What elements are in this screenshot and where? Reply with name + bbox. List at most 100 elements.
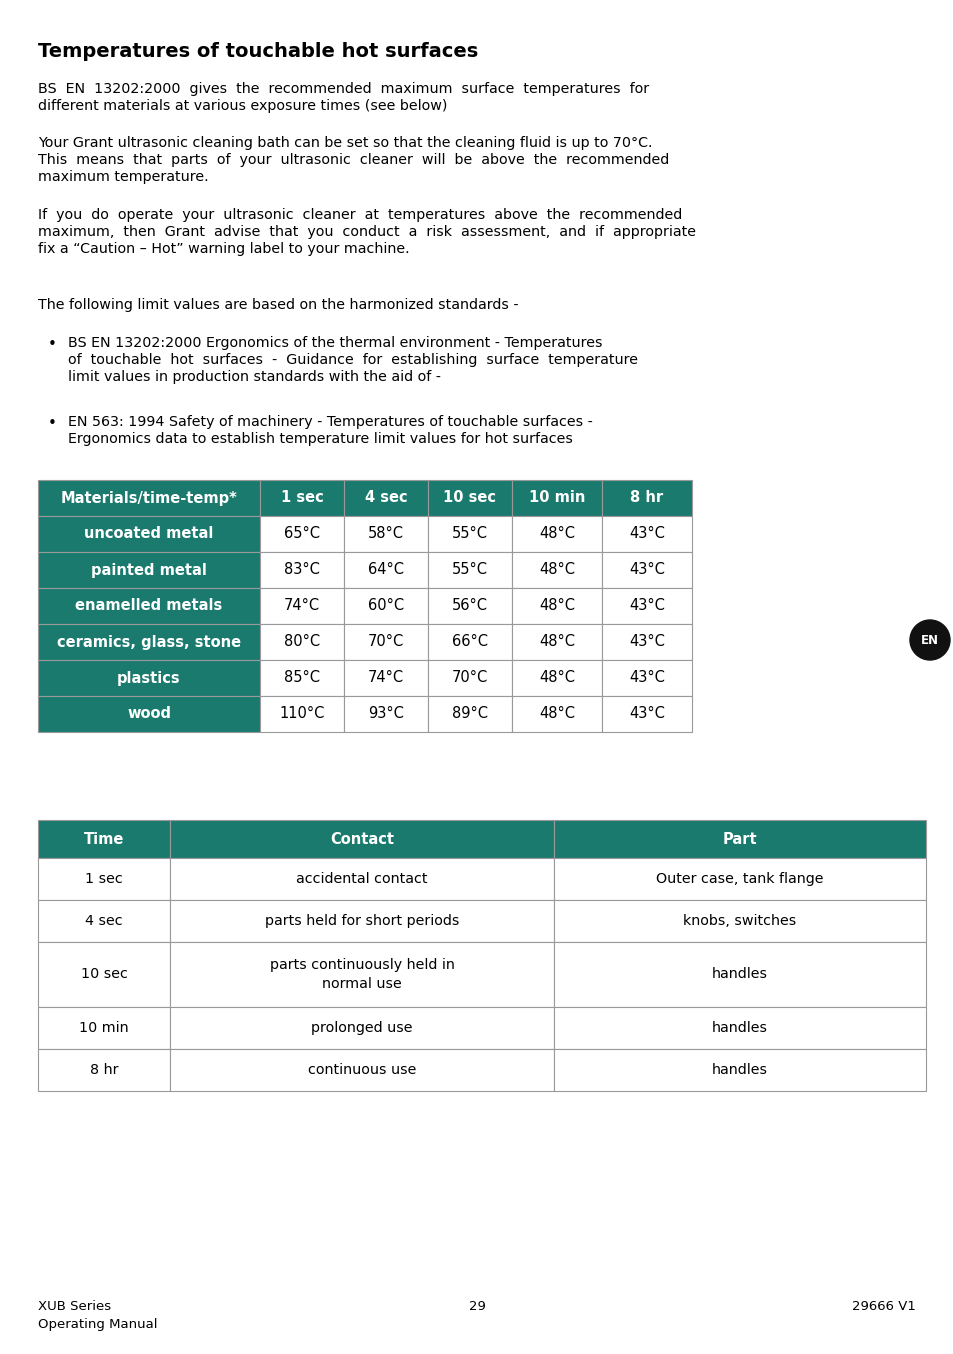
Text: 10 min: 10 min <box>528 490 584 505</box>
Bar <box>428 516 512 552</box>
Text: handles: handles <box>711 1021 767 1034</box>
Bar <box>344 588 428 624</box>
Bar <box>260 516 344 552</box>
Bar <box>601 624 691 659</box>
Text: Temperatures of touchable hot surfaces: Temperatures of touchable hot surfaces <box>38 42 477 61</box>
Bar <box>260 696 344 733</box>
Bar <box>601 588 691 624</box>
Text: of  touchable  hot  surfaces  -  Guidance  for  establishing  surface  temperatu: of touchable hot surfaces - Guidance for… <box>68 353 638 367</box>
Text: 55°C: 55°C <box>452 527 488 542</box>
Bar <box>38 516 260 552</box>
Bar <box>38 588 260 624</box>
Text: 48°C: 48°C <box>538 527 575 542</box>
Text: handles: handles <box>711 1063 767 1076</box>
Bar <box>38 821 170 858</box>
Bar <box>554 1007 925 1049</box>
Text: BS EN 13202:2000 Ergonomics of the thermal environment - Temperatures: BS EN 13202:2000 Ergonomics of the therm… <box>68 336 602 349</box>
Text: 66°C: 66°C <box>452 635 488 650</box>
Text: This  means  that  parts  of  your  ultrasonic  cleaner  will  be  above  the  r: This means that parts of your ultrasonic… <box>38 153 669 167</box>
Bar <box>428 588 512 624</box>
Text: 80°C: 80°C <box>284 635 319 650</box>
Text: 58°C: 58°C <box>368 527 403 542</box>
Text: XUB Series
Operating Manual: XUB Series Operating Manual <box>38 1300 157 1331</box>
Text: 8 hr: 8 hr <box>90 1063 118 1076</box>
Bar <box>38 1007 170 1049</box>
Text: painted metal: painted metal <box>91 562 207 578</box>
Bar <box>601 516 691 552</box>
Text: parts held for short periods: parts held for short periods <box>265 914 458 927</box>
Bar <box>38 696 260 733</box>
Text: 110°C: 110°C <box>279 707 324 722</box>
Text: 74°C: 74°C <box>284 598 319 613</box>
Text: •: • <box>48 416 57 431</box>
Circle shape <box>909 620 949 659</box>
Text: maximum temperature.: maximum temperature. <box>38 171 209 184</box>
Text: 89°C: 89°C <box>452 707 488 722</box>
Bar <box>38 552 260 588</box>
Text: 43°C: 43°C <box>628 635 664 650</box>
Text: 43°C: 43°C <box>628 527 664 542</box>
Text: Your Grant ultrasonic cleaning bath can be set so that the cleaning fluid is up : Your Grant ultrasonic cleaning bath can … <box>38 135 652 150</box>
Text: 85°C: 85°C <box>284 670 319 685</box>
Bar <box>170 858 554 900</box>
Text: 10 sec: 10 sec <box>443 490 496 505</box>
Text: plastics: plastics <box>117 670 181 685</box>
Bar <box>428 696 512 733</box>
Text: 93°C: 93°C <box>368 707 403 722</box>
Text: handles: handles <box>711 968 767 982</box>
Bar <box>428 659 512 696</box>
Text: 48°C: 48°C <box>538 562 575 578</box>
Bar <box>344 659 428 696</box>
Text: Time: Time <box>84 831 124 846</box>
Text: EN 563: 1994 Safety of machinery - Temperatures of touchable surfaces -: EN 563: 1994 Safety of machinery - Tempe… <box>68 414 592 429</box>
Text: If  you  do  operate  your  ultrasonic  cleaner  at  temperatures  above  the  r: If you do operate your ultrasonic cleane… <box>38 209 681 222</box>
Text: 56°C: 56°C <box>452 598 488 613</box>
Text: 70°C: 70°C <box>452 670 488 685</box>
Bar <box>512 624 601 659</box>
Text: BS  EN  13202:2000  gives  the  recommended  maximum  surface  temperatures  for: BS EN 13202:2000 gives the recommended m… <box>38 83 648 96</box>
Text: fix a “Caution – Hot” warning label to your machine.: fix a “Caution – Hot” warning label to y… <box>38 242 409 256</box>
Text: 60°C: 60°C <box>368 598 404 613</box>
Text: 43°C: 43°C <box>628 598 664 613</box>
Bar <box>344 516 428 552</box>
Bar <box>170 900 554 942</box>
Text: accidental contact: accidental contact <box>296 872 427 886</box>
Text: Contact: Contact <box>330 831 394 846</box>
Bar <box>512 696 601 733</box>
Bar <box>428 624 512 659</box>
Bar <box>38 1049 170 1091</box>
Bar <box>601 552 691 588</box>
Text: uncoated metal: uncoated metal <box>84 527 213 542</box>
Text: enamelled metals: enamelled metals <box>75 598 222 613</box>
Text: 55°C: 55°C <box>452 562 488 578</box>
Text: 65°C: 65°C <box>284 527 319 542</box>
Bar <box>344 552 428 588</box>
Bar <box>38 659 260 696</box>
Text: wood: wood <box>127 707 171 722</box>
Bar <box>601 481 691 516</box>
Text: Materials/time-temp*: Materials/time-temp* <box>60 490 237 505</box>
Text: prolonged use: prolonged use <box>311 1021 413 1034</box>
Text: 43°C: 43°C <box>628 562 664 578</box>
Bar <box>170 1007 554 1049</box>
Text: 48°C: 48°C <box>538 670 575 685</box>
Text: 10 sec: 10 sec <box>80 968 128 982</box>
Bar <box>554 942 925 1007</box>
Bar <box>260 481 344 516</box>
Text: 1 sec: 1 sec <box>85 872 123 886</box>
Text: 70°C: 70°C <box>368 635 404 650</box>
Bar <box>601 659 691 696</box>
Bar <box>38 858 170 900</box>
Bar <box>512 481 601 516</box>
Text: 1 sec: 1 sec <box>280 490 323 505</box>
Text: 64°C: 64°C <box>368 562 403 578</box>
Text: EN: EN <box>920 634 938 646</box>
Bar <box>512 659 601 696</box>
Text: 48°C: 48°C <box>538 635 575 650</box>
Text: 48°C: 48°C <box>538 707 575 722</box>
Text: 48°C: 48°C <box>538 598 575 613</box>
Bar <box>554 1049 925 1091</box>
Text: 4 sec: 4 sec <box>364 490 407 505</box>
Text: parts continuously held in
normal use: parts continuously held in normal use <box>270 959 454 991</box>
Bar <box>428 481 512 516</box>
